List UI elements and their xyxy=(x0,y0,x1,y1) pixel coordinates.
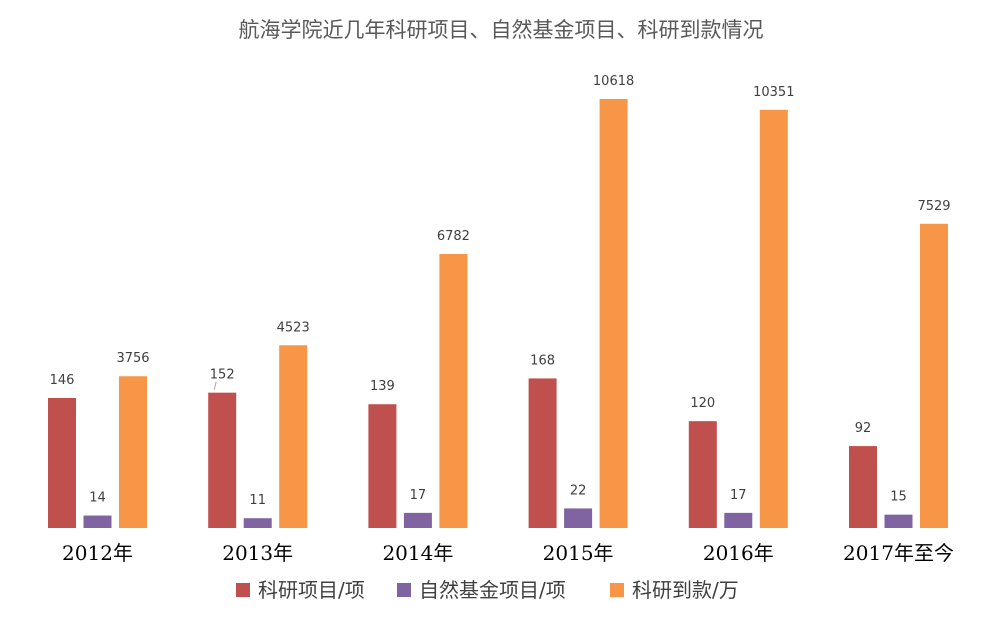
legend: 科研项目/项 自然基金项目/项 科研到款/万 xyxy=(236,578,739,602)
bar-research-funding-4 xyxy=(759,109,788,528)
data-label-nsf-projects-5: 15 xyxy=(890,490,907,505)
data-label-nsf-projects-1: 11 xyxy=(249,493,266,508)
data-label-nsf-projects-2: 17 xyxy=(410,488,427,503)
bar-research-projects-4 xyxy=(688,421,717,528)
bar-research-funding-2 xyxy=(439,253,468,528)
bar-research-funding-3 xyxy=(599,99,628,528)
data-labels-layer: 146 14 3756 152 11 4523 139 17 6782 168 22 10618 120… xyxy=(50,74,951,508)
x-tick-label-1: 2013年 xyxy=(222,541,293,565)
data-label-research-funding-5: 7529 xyxy=(917,199,950,214)
bar-research-projects-5 xyxy=(849,446,877,528)
data-label-nsf-projects-4: 17 xyxy=(730,488,747,503)
data-label-nsf-projects-0: 14 xyxy=(89,491,106,506)
x-tick-label-3: 2015年 xyxy=(543,541,614,565)
bar-research-projects-1 xyxy=(208,392,237,528)
data-label-research-projects-4: 120 xyxy=(690,396,715,411)
bar-nsf-projects-0 xyxy=(83,515,112,528)
bar-nsf-projects-5 xyxy=(884,514,913,528)
data-label-research-projects-2: 139 xyxy=(370,379,395,394)
chart-title: 航海学院近几年科研项目、自然基金项目、科研到款情况 xyxy=(239,18,764,42)
bar-research-projects-2 xyxy=(368,404,397,528)
bar-research-funding-5 xyxy=(920,223,948,528)
bar-research-funding-0 xyxy=(119,376,147,528)
legend-swatch-nsf-projects xyxy=(397,583,411,597)
legend-label-nsf-projects: 自然基金项目/项 xyxy=(419,578,566,602)
bar-nsf-projects-2 xyxy=(403,512,432,528)
legend-label-research-projects: 科研项目/项 xyxy=(258,578,365,602)
data-label-research-projects-1: 152 xyxy=(210,368,235,383)
data-label-research-funding-3: 10618 xyxy=(593,74,634,89)
legend-swatch-research-projects xyxy=(236,583,250,597)
bar-nsf-projects-4 xyxy=(724,512,753,528)
bar-nsf-projects-3 xyxy=(564,508,593,528)
label-leader-line xyxy=(213,381,217,390)
bar-research-projects-3 xyxy=(528,378,557,528)
legend-swatch-research-funding xyxy=(610,583,624,597)
data-label-research-projects-0: 146 xyxy=(50,373,75,388)
x-tick-label-0: 2012年 xyxy=(62,541,133,565)
data-label-research-funding-1: 4523 xyxy=(277,320,310,335)
x-axis: 2012年 2013年 2014年 2015年 2016年 2017年至今 xyxy=(62,541,954,565)
bars-layer xyxy=(48,99,948,528)
x-tick-label-5: 2017年至今 xyxy=(843,541,954,565)
bar-nsf-projects-1 xyxy=(243,518,272,528)
data-label-research-funding-2: 6782 xyxy=(437,229,470,244)
legend-label-research-funding: 科研到款/万 xyxy=(632,578,739,602)
data-label-research-funding-4: 10351 xyxy=(753,85,794,100)
x-tick-label-4: 2016年 xyxy=(703,541,774,565)
bar-research-funding-1 xyxy=(279,345,308,528)
data-label-research-projects-3: 168 xyxy=(530,353,555,368)
data-label-nsf-projects-3: 22 xyxy=(570,483,587,498)
x-tick-label-2: 2014年 xyxy=(382,541,453,565)
data-label-research-funding-0: 3756 xyxy=(116,351,149,366)
data-label-research-projects-5: 92 xyxy=(855,421,872,436)
bar-research-projects-0 xyxy=(48,398,76,528)
